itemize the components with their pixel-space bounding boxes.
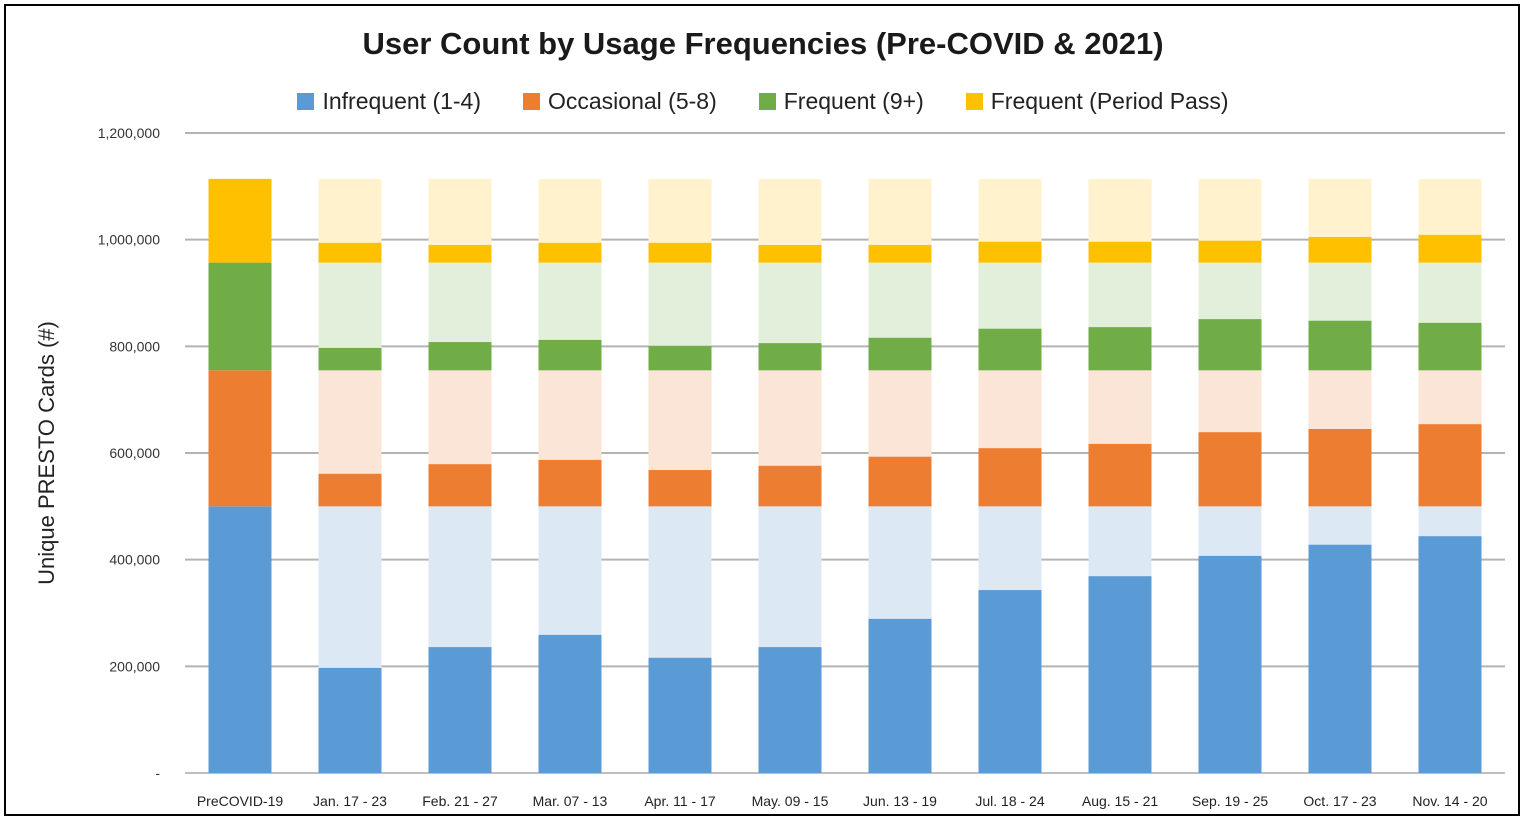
- bar-segment: [428, 464, 492, 507]
- bar-segment: [1418, 234, 1482, 263]
- bar-segment: [1198, 555, 1262, 773]
- bar-segment: [978, 448, 1042, 507]
- bar-segment: [538, 634, 602, 773]
- bar-segment: [318, 473, 382, 507]
- legend-swatch: [297, 93, 315, 110]
- bar-segment: [428, 647, 492, 773]
- bar-segment: [208, 506, 272, 773]
- bar-segment: [318, 242, 382, 263]
- bar-segment: [1088, 443, 1152, 507]
- bar-segment: [1198, 240, 1262, 263]
- y-tick-label: -: [155, 765, 160, 781]
- x-tick-label: Oct. 17 - 23: [1303, 793, 1376, 809]
- bar-segment: [1308, 544, 1372, 773]
- chart-frame: [4, 4, 1520, 816]
- bar-segment: [1088, 576, 1152, 773]
- y-tick-label: 800,000: [109, 338, 160, 354]
- bar-segment: [868, 337, 932, 371]
- bar-segment: [1418, 424, 1482, 507]
- legend-item: Frequent (9+): [758, 88, 924, 115]
- y-tick-label: 200,000: [109, 658, 160, 674]
- legend: Infrequent (1-4) Occasional (5-8) Frequent…: [0, 88, 1526, 115]
- bar-segment: [978, 328, 1042, 371]
- bar-segment: [1308, 320, 1372, 371]
- bar-segment: [538, 242, 602, 263]
- bar-segment: [978, 590, 1042, 773]
- bar-segment: [648, 657, 712, 773]
- legend-item: Frequent (Period Pass): [965, 88, 1229, 115]
- x-tick-label: Nov. 14 - 20: [1412, 793, 1487, 809]
- bar-segment: [758, 465, 822, 507]
- y-tick-label: 1,200,000: [98, 125, 160, 141]
- bar-segment: [758, 245, 822, 263]
- x-tick-label: Mar. 07 - 13: [533, 793, 608, 809]
- bar-segment: [648, 470, 712, 507]
- legend-swatch: [523, 93, 540, 110]
- x-tick-label: Apr. 11 - 17: [644, 793, 716, 809]
- x-tick-label: Jan. 17 - 23: [313, 793, 387, 809]
- bar-segment: [868, 618, 932, 773]
- bar-segment: [758, 647, 822, 773]
- x-tick-label: Aug. 15 - 21: [1082, 793, 1158, 809]
- x-tick-label: May. 09 - 15: [752, 793, 829, 809]
- legend-item: Occasional (5-8): [523, 88, 717, 115]
- bar-segment: [1088, 241, 1152, 263]
- bar-segment: [1418, 322, 1482, 371]
- bar-segment: [1308, 237, 1372, 263]
- bar-segment: [648, 345, 712, 371]
- y-tick-label: 400,000: [109, 552, 160, 568]
- bar-segment: [428, 342, 492, 371]
- bar-segment: [1198, 319, 1262, 371]
- bar-segment: [538, 459, 602, 507]
- bar-segment: [428, 245, 492, 263]
- bar-segment: [208, 262, 272, 371]
- legend-item: Infrequent (1-4): [297, 88, 481, 115]
- legend-label: Frequent (Period Pass): [990, 88, 1229, 114]
- legend-swatch: [758, 93, 776, 110]
- bar-segment: [758, 343, 822, 371]
- bar-segment: [208, 370, 272, 507]
- legend-label: Frequent (9+): [783, 88, 924, 114]
- bar-segment: [978, 241, 1042, 263]
- x-tick-label: Sep. 19 - 25: [1192, 793, 1268, 809]
- x-tick-label: PreCOVID-19: [197, 793, 284, 809]
- y-tick-label: 1,000,000: [98, 232, 160, 248]
- bar-segment: [318, 347, 382, 371]
- y-tick-label: 600,000: [109, 445, 160, 461]
- bar-segment: [648, 242, 712, 263]
- bar-segment: [1198, 432, 1262, 507]
- legend-label: Infrequent (1-4): [322, 88, 481, 114]
- chart-title: User Count by Usage Frequencies (Pre-COV…: [362, 26, 1164, 61]
- x-tick-label: Feb. 21 - 27: [422, 793, 498, 809]
- x-tick-label: Jul. 18 - 24: [975, 793, 1044, 809]
- bar-segment: [208, 178, 272, 263]
- bar-segment: [868, 245, 932, 263]
- legend-swatch: [965, 93, 983, 110]
- bar-segment: [868, 456, 932, 507]
- legend-label: Occasional (5-8): [548, 88, 717, 114]
- bar-segment: [318, 667, 382, 773]
- bar-segment: [1418, 536, 1482, 773]
- x-tick-label: Jun. 13 - 19: [863, 793, 937, 809]
- bar-segment: [1308, 429, 1372, 507]
- bar-segment: [1088, 327, 1152, 371]
- bar-segment: [538, 339, 602, 371]
